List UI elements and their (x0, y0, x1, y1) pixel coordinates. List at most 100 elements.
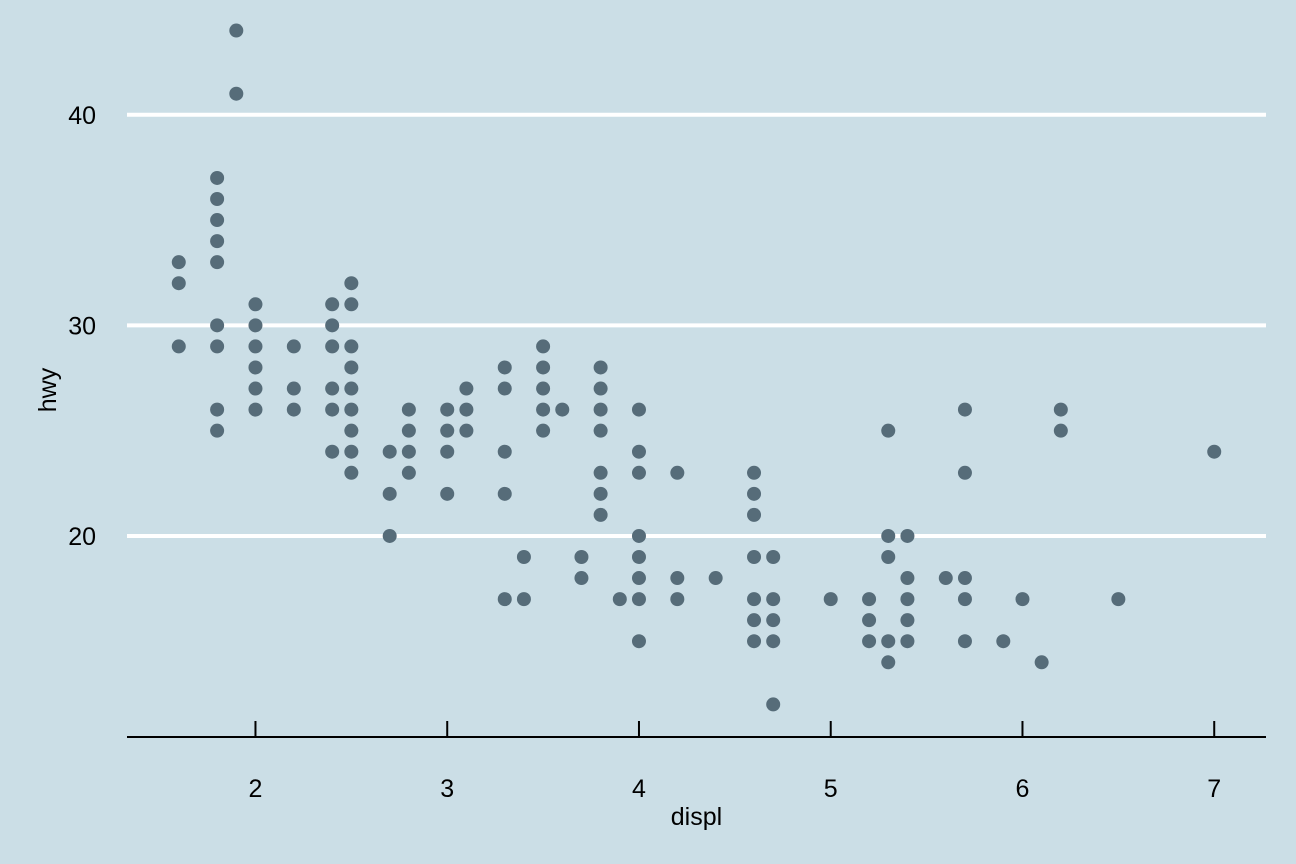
data-point-2 (171, 339, 186, 354)
data-point-91 (747, 592, 762, 607)
data-point-1 (171, 276, 186, 291)
data-point-24 (325, 318, 340, 333)
data-point-124 (1111, 592, 1126, 607)
data-point-72 (593, 486, 608, 501)
data-point-83 (670, 465, 685, 480)
data-point-53 (497, 381, 512, 396)
data-point-13 (229, 86, 244, 101)
data-point-45 (440, 402, 455, 417)
data-point-61 (536, 381, 551, 396)
data-point-44 (401, 465, 416, 480)
data-point-33 (344, 381, 359, 396)
data-point-120 (1015, 592, 1030, 607)
data-point-58 (516, 592, 531, 607)
data-point-35 (344, 423, 359, 438)
data-point-18 (248, 381, 263, 396)
x-axis-title: displ (671, 803, 722, 831)
data-point-9 (210, 339, 225, 354)
data-point-89 (747, 507, 762, 522)
data-point-76 (631, 444, 646, 459)
gridlines (127, 112, 1266, 538)
data-point-27 (325, 402, 340, 417)
data-point-3 (210, 170, 225, 185)
data-point-65 (574, 550, 589, 564)
data-point-5 (210, 213, 225, 228)
data-point-22 (286, 402, 301, 417)
data-point-41 (401, 402, 416, 417)
data-point-55 (497, 486, 512, 501)
data-point-107 (881, 655, 896, 670)
data-point-119 (996, 634, 1011, 649)
data-point-57 (516, 550, 531, 564)
data-point-71 (593, 465, 608, 480)
data-point-63 (536, 423, 551, 438)
data-point-74 (612, 592, 627, 607)
data-point-64 (555, 402, 570, 417)
data-point-109 (900, 571, 915, 586)
data-point-20 (286, 339, 301, 354)
data-point-37 (344, 465, 359, 480)
data-point-11 (210, 423, 225, 438)
data-point-39 (382, 486, 397, 501)
data-point-87 (747, 465, 762, 480)
data-point-59 (536, 339, 551, 354)
data-point-96 (766, 613, 781, 628)
data-point-56 (497, 592, 512, 607)
data-point-62 (536, 402, 551, 417)
data-point-47 (440, 444, 455, 459)
data-point-48 (440, 486, 455, 501)
x-tick-label-7: 7 (1207, 775, 1221, 803)
data-point-54 (497, 444, 512, 459)
data-point-8 (210, 318, 225, 333)
data-point-77 (631, 465, 646, 480)
data-point-94 (766, 550, 781, 564)
data-point-110 (900, 592, 915, 607)
data-point-38 (382, 444, 397, 459)
data-point-117 (957, 592, 972, 607)
data-point-36 (344, 444, 359, 459)
data-point-15 (248, 318, 263, 333)
data-point-19 (248, 402, 263, 417)
data-point-51 (459, 423, 474, 438)
data-point-14 (248, 297, 263, 312)
data-point-78 (631, 528, 646, 543)
data-point-31 (344, 339, 359, 354)
x-tick-label-2: 2 (249, 775, 263, 803)
y-tick-label-40: 40 (68, 102, 96, 130)
data-point-10 (210, 402, 225, 417)
y-tick-label-30: 30 (68, 312, 96, 340)
x-tick-label-4: 4 (632, 775, 646, 803)
data-point-95 (766, 592, 781, 607)
data-point-90 (747, 550, 762, 564)
data-point-17 (248, 360, 263, 375)
data-point-66 (574, 571, 589, 586)
data-point-102 (862, 634, 877, 649)
data-point-122 (1053, 402, 1068, 417)
data-point-12 (229, 23, 244, 38)
data-point-81 (631, 592, 646, 607)
data-point-46 (440, 423, 455, 438)
data-point-80 (631, 571, 646, 586)
data-point-84 (670, 571, 685, 586)
data-point-67 (593, 360, 608, 375)
data-point-16 (248, 339, 263, 354)
x-tick-label-3: 3 (440, 775, 454, 803)
data-point-82 (631, 634, 646, 649)
data-point-125 (1207, 444, 1222, 459)
data-point-97 (766, 634, 781, 649)
data-point-85 (670, 592, 685, 607)
data-point-108 (900, 528, 915, 543)
data-point-28 (325, 444, 340, 459)
data-point-88 (747, 486, 762, 501)
y-axis-ticks: 20 30 40 (68, 102, 96, 551)
data-point-7 (210, 255, 225, 270)
data-point-70 (593, 423, 608, 438)
data-point-113 (938, 571, 953, 586)
x-axis-ticks: 2 3 4 5 6 7 (249, 721, 1221, 803)
data-point-0 (171, 255, 186, 270)
data-point-112 (900, 634, 915, 649)
y-axis-title: hwy (34, 367, 62, 412)
data-point-23 (325, 297, 340, 312)
